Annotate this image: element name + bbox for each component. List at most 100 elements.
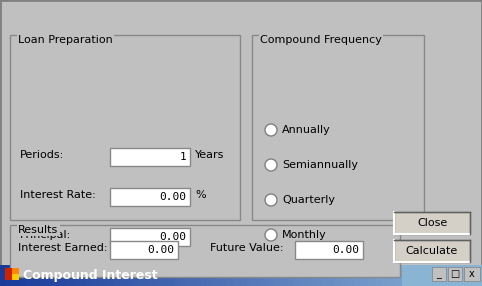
Bar [234, 265, 242, 286]
Bar [33, 265, 41, 286]
Bar [464, 267, 480, 281]
Bar [281, 265, 289, 286]
Bar [12, 268, 19, 274]
Bar [93, 265, 101, 286]
Bar [113, 265, 121, 286]
Bar [375, 265, 383, 286]
Bar [252, 35, 424, 220]
Circle shape [265, 194, 277, 206]
Bar [274, 265, 282, 286]
Text: 0.00: 0.00 [159, 232, 186, 242]
Bar [107, 265, 115, 286]
Bar [110, 228, 190, 246]
Bar [261, 265, 269, 286]
Text: %: % [195, 190, 206, 200]
Bar [214, 265, 222, 286]
Bar [5, 268, 12, 274]
Text: Quarterly: Quarterly [282, 195, 335, 205]
Bar [321, 265, 329, 286]
Text: 0.00: 0.00 [147, 245, 174, 255]
Text: Compound Frequency: Compound Frequency [260, 35, 382, 45]
Bar [348, 265, 356, 286]
Bar [0, 265, 8, 286]
Bar [73, 265, 81, 286]
Bar [87, 265, 95, 286]
Bar [241, 265, 249, 286]
Text: _: _ [437, 269, 442, 279]
Text: □: □ [450, 269, 460, 279]
Bar [395, 265, 403, 286]
Bar [140, 265, 148, 286]
Bar [26, 265, 34, 286]
Bar [127, 265, 135, 286]
Bar [207, 265, 215, 286]
Text: 0.00: 0.00 [159, 192, 186, 202]
Bar [12, 274, 19, 280]
Bar [341, 265, 349, 286]
Text: Loan Preparation: Loan Preparation [18, 35, 113, 45]
Bar [381, 265, 389, 286]
Text: x: x [469, 269, 475, 279]
Bar [60, 265, 68, 286]
Bar [254, 265, 262, 286]
Text: Years: Years [195, 150, 225, 160]
Text: Monthly: Monthly [282, 230, 327, 240]
Bar [187, 265, 195, 286]
Bar [13, 265, 21, 286]
Text: Interest Earned:: Interest Earned: [18, 243, 107, 253]
Bar [46, 265, 54, 286]
Bar [295, 241, 363, 259]
Bar [402, 265, 482, 286]
Bar [40, 265, 48, 286]
Text: 0.00: 0.00 [332, 245, 359, 255]
Bar [174, 265, 182, 286]
Bar [194, 265, 202, 286]
Bar [221, 265, 229, 286]
Bar [167, 265, 175, 286]
Bar [154, 265, 162, 286]
Bar [268, 265, 276, 286]
Bar [247, 265, 255, 286]
Bar [328, 265, 336, 286]
Bar [361, 265, 369, 286]
Bar [100, 265, 108, 286]
Bar [120, 265, 128, 286]
Bar [301, 265, 309, 286]
Bar [294, 265, 302, 286]
Bar [10, 225, 400, 277]
Circle shape [265, 229, 277, 241]
Bar [134, 265, 142, 286]
Bar [432, 267, 446, 281]
Bar [147, 265, 155, 286]
Text: Compound Interest: Compound Interest [23, 269, 158, 281]
Text: Future Value:: Future Value: [210, 243, 283, 253]
Bar [6, 265, 14, 286]
Bar [110, 241, 178, 259]
Bar [227, 265, 235, 286]
Bar [10, 35, 240, 220]
Bar [355, 265, 363, 286]
Bar [314, 265, 322, 286]
Bar [448, 267, 462, 281]
Bar [308, 265, 316, 286]
Bar [394, 240, 470, 262]
Circle shape [265, 124, 277, 136]
Bar [288, 265, 296, 286]
Text: Periods:: Periods: [20, 150, 64, 160]
Text: Results: Results [18, 225, 58, 235]
Text: Calculate: Calculate [406, 246, 458, 256]
Text: Principal:: Principal: [20, 230, 71, 240]
Bar [110, 148, 190, 166]
Bar [335, 265, 343, 286]
Bar [67, 265, 75, 286]
Bar [53, 265, 61, 286]
Text: Annually: Annually [282, 125, 331, 135]
Bar [80, 265, 88, 286]
Text: Close: Close [417, 218, 447, 228]
Bar [368, 265, 376, 286]
Bar [388, 265, 396, 286]
Bar [5, 274, 12, 280]
Text: Interest Rate:: Interest Rate: [20, 190, 96, 200]
Text: Semiannually: Semiannually [282, 160, 358, 170]
Bar [180, 265, 188, 286]
